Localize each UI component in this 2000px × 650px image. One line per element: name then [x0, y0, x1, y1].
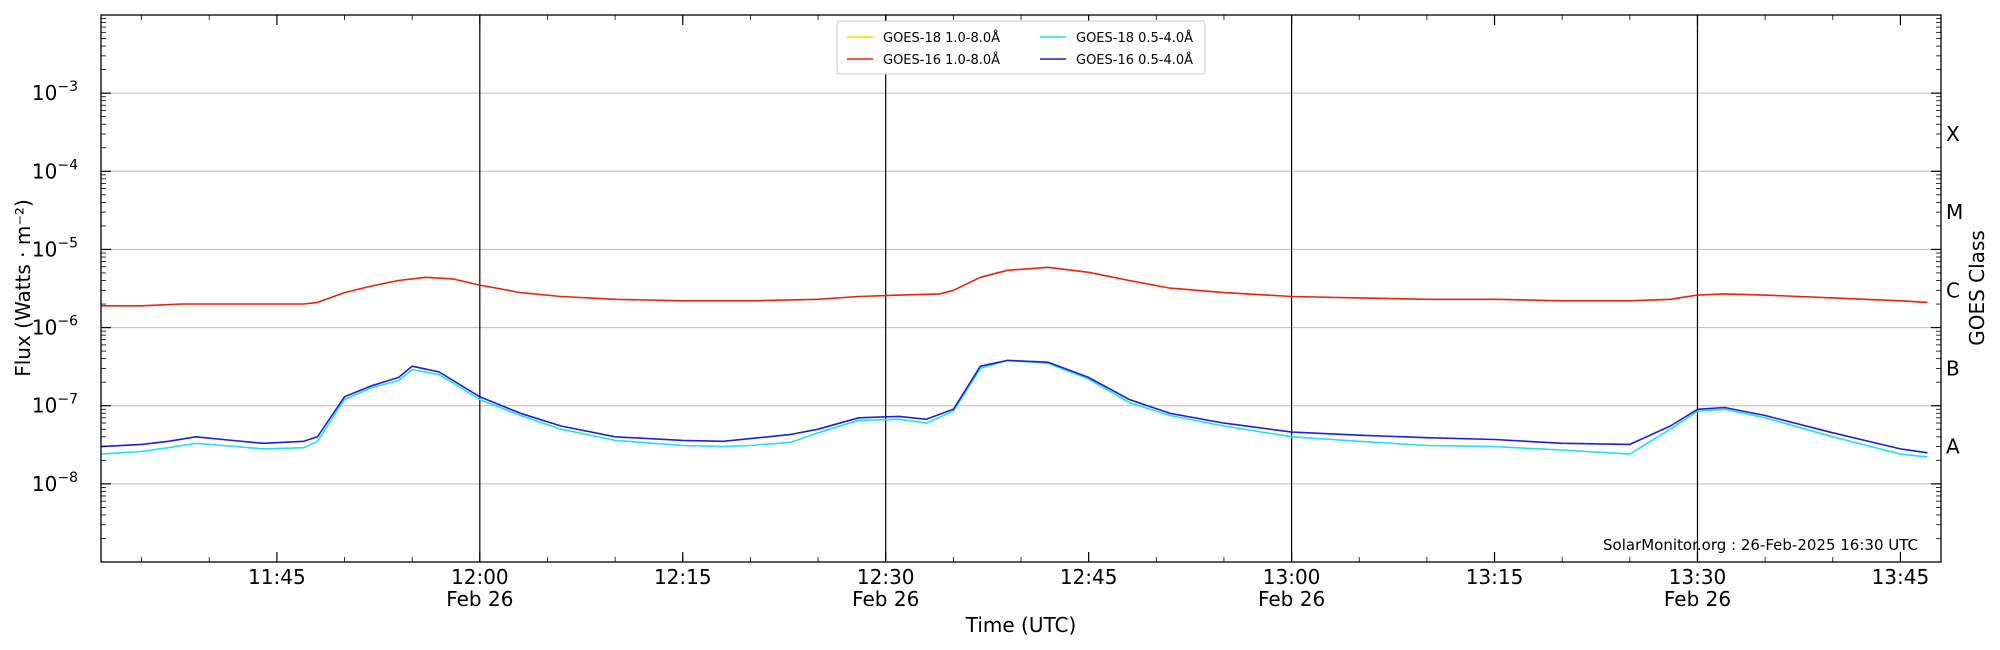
x-tick-date-label: Feb 26 [446, 587, 513, 611]
legend: GOES-18 1.0-8.0Å GOES-16 1.0-8.0Å GOES-18 … [836, 20, 1206, 75]
y-tick-label: 10−6 [32, 314, 78, 340]
y-tick-label: 10−4 [32, 157, 78, 183]
y-tick-label: 10−8 [32, 470, 78, 496]
y-axis-ticks: 10−8 10−7 10−6 10−5 10−4 10−3 [32, 18, 1941, 539]
x-tick-label: 12:30 [857, 565, 915, 589]
legend-entry: GOES-18 0.5-4.0Å [1076, 30, 1193, 46]
x-tick-label: 12:15 [654, 565, 712, 589]
y-tick-label: 10−7 [32, 392, 78, 418]
series-lines [101, 266, 1928, 458]
grid-lines [101, 92, 1941, 485]
x-tick-label: 11:45 [248, 565, 306, 589]
y-tick-label: 10−5 [32, 235, 78, 261]
series-line [101, 359, 1928, 458]
series-line [101, 359, 1928, 454]
x-tick-label: 12:45 [1060, 565, 1118, 589]
x-tick-date-label: Feb 26 [1664, 587, 1731, 611]
legend-entry: GOES-18 1.0-8.0Å [883, 30, 1000, 46]
goes-class-label: A [1946, 435, 1960, 459]
goes-class-labels: A B C M X [1946, 122, 1963, 459]
source-annotation: SolarMonitor.org : 26-Feb-2025 16:30 UTC [1603, 536, 1918, 554]
x-tick-date-label: Feb 26 [852, 587, 919, 611]
series-line [101, 266, 1928, 307]
y-tick-label: 10−3 [32, 79, 78, 105]
y-axis-label: Flux (Watts · m⁻²) [11, 199, 35, 377]
x-axis-label: Time (UTC) [965, 613, 1077, 637]
x-tick-date-label: Feb 26 [1258, 587, 1325, 611]
x-tick-label: 13:15 [1466, 565, 1524, 589]
vertical-marker-lines [479, 15, 1699, 562]
x-tick-label: 13:30 [1669, 565, 1727, 589]
x-tick-label: 12:00 [451, 565, 509, 589]
goes-class-label: M [1946, 200, 1963, 224]
goes-class-label: X [1946, 122, 1960, 146]
goes-class-label: B [1946, 356, 1960, 380]
y-axis-right-label: GOES Class [1965, 230, 1989, 346]
legend-box [836, 20, 1206, 75]
goes-class-label: C [1946, 278, 1960, 302]
legend-entry: GOES-16 0.5-4.0Å [1076, 52, 1193, 68]
x-tick-label: 13:00 [1263, 565, 1321, 589]
x-tick-label: 13:45 [1872, 565, 1930, 589]
legend-entry: GOES-16 1.0-8.0Å [883, 52, 1000, 68]
